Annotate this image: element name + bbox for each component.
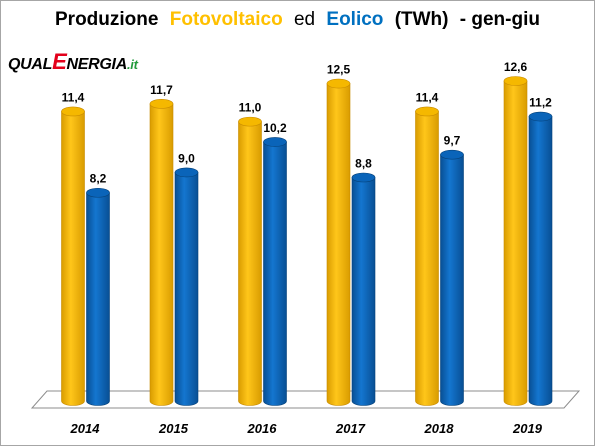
tick-label-2014: 2014: [70, 421, 101, 436]
tick-label-2018: 2018: [424, 421, 455, 436]
value-label-solar-2019: 12,6: [504, 60, 528, 74]
bar-top: [149, 99, 174, 109]
bar-top: [238, 116, 262, 127]
bar-top: [263, 137, 287, 147]
bar-body: [326, 83, 351, 406]
bar-solar-2016: [238, 116, 262, 406]
chart-title: Produzione Fotovoltaico ed Eolico (TWh) …: [1, 9, 594, 31]
title-word-fotovoltaico: Fotovoltaico: [169, 9, 283, 30]
bar-body: [86, 192, 110, 406]
bar-body: [149, 103, 174, 406]
bar-body: [351, 177, 376, 406]
bar-body: [61, 111, 85, 406]
bar-top: [86, 187, 110, 198]
value-label-wind-2019: 11,2: [529, 96, 552, 110]
bar-top: [174, 167, 199, 178]
tick-label-2015: 2015: [158, 421, 189, 436]
bar-top: [440, 149, 464, 160]
title-word-produzione: Produzione: [55, 9, 159, 30]
logo-text-qual: QUAL: [8, 56, 53, 73]
bar-body: [263, 141, 287, 406]
bar-wind-2018: [440, 149, 464, 406]
bar-top: [326, 78, 351, 89]
title-word-period: - gen-giu: [459, 9, 540, 30]
value-label-wind-2015: 9,0: [178, 151, 195, 165]
bar-solar-2015: [149, 99, 174, 406]
value-label-wind-2018: 9,7: [444, 134, 461, 148]
bar-body: [440, 154, 464, 406]
value-label-solar-2017: 12,5: [327, 63, 351, 77]
value-label-wind-2016: 10,2: [263, 121, 287, 135]
bar-wind-2014: [86, 187, 110, 406]
bar-top: [351, 172, 376, 183]
value-label-solar-2015: 11,7: [150, 83, 173, 97]
value-label-solar-2018: 11,4: [416, 90, 439, 104]
bar-wind-2016: [263, 137, 287, 406]
bar-top: [528, 111, 553, 122]
bar-wind-2019: [528, 111, 553, 406]
bar-body: [528, 116, 553, 406]
tick-label-2019: 2019: [512, 421, 543, 436]
title-word-unit: (TWh): [394, 9, 449, 30]
bar-solar-2019: [503, 76, 528, 406]
value-label-solar-2014: 11,4: [62, 90, 85, 104]
value-label-solar-2016: 11,0: [239, 101, 262, 115]
bar-top: [61, 106, 85, 117]
title-word-ed: ed: [293, 9, 316, 30]
bar-top: [503, 76, 528, 86]
qualenergia-logo: QUALENERGIA.it: [8, 49, 138, 75]
logo-text-it: .it: [126, 57, 138, 72]
tick-label-2016: 2016: [247, 421, 278, 436]
bar-body: [503, 80, 528, 406]
value-label-wind-2014: 8,2: [90, 172, 107, 186]
chart-floor: [30, 390, 581, 409]
bar-body: [174, 172, 199, 406]
bar-top: [415, 106, 439, 117]
logo-text-e: E: [52, 49, 67, 74]
logo-text-nergia: NERGIA: [66, 56, 128, 73]
bar-solar-2018: [415, 106, 439, 406]
bar-body: [238, 121, 262, 406]
bar-wind-2017: [351, 172, 376, 406]
bar-body: [415, 111, 439, 406]
title-word-eolico: Eolico: [326, 9, 384, 30]
tick-label-2017: 2017: [335, 421, 366, 436]
bar-solar-2014: [61, 106, 85, 406]
bar-wind-2015: [174, 167, 199, 406]
bar-solar-2017: [326, 78, 351, 406]
value-label-wind-2017: 8,8: [355, 157, 372, 171]
